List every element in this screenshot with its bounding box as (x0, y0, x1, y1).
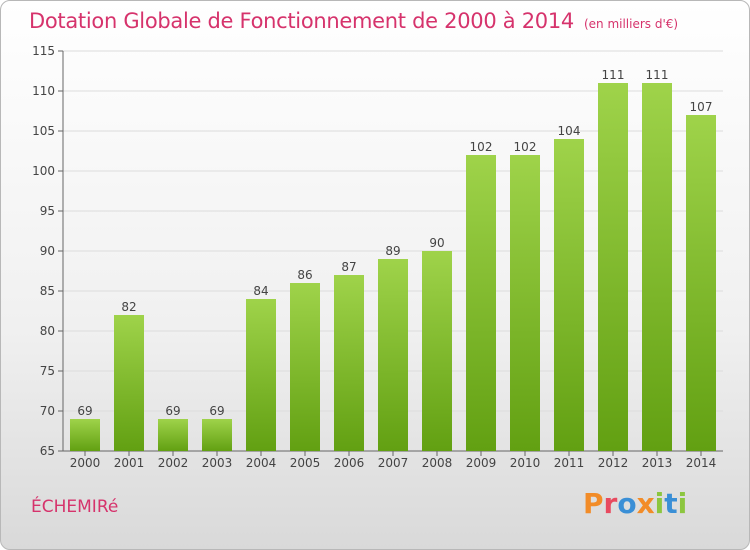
x-tick-label: 2004 (246, 456, 277, 470)
x-tick-label: 2003 (202, 456, 233, 470)
bar-2003 (202, 419, 232, 451)
proxiti-logo[interactable]: Proxiti (583, 487, 687, 520)
y-tick-label: 90 (40, 244, 55, 258)
bar-2007 (378, 259, 408, 451)
data-label: 102 (514, 140, 537, 154)
bar-2014 (686, 115, 716, 451)
x-tick-label: 2008 (422, 456, 453, 470)
data-label: 69 (209, 404, 224, 418)
bars (70, 83, 716, 451)
labels: 65 70 75 80 85 90 95 100 105 110 115 2000 69 2001 82 20… (32, 44, 716, 470)
x-tick-label: 2011 (554, 456, 585, 470)
x-tick-label: 2002 (158, 456, 189, 470)
bar-2005 (290, 283, 320, 451)
x-tick-label: 2000 (70, 456, 101, 470)
y-tick-label: 65 (40, 444, 55, 458)
logo-letter: i (677, 487, 688, 520)
logo-letter: x (636, 487, 655, 520)
commune-name: ÉCHEMIRé (31, 497, 119, 517)
x-tick-label: 2007 (378, 456, 409, 470)
data-label: 107 (690, 100, 713, 114)
y-tick-label: 100 (32, 164, 55, 178)
logo-letter: r (603, 487, 618, 520)
data-label: 90 (429, 236, 444, 250)
logo-letter: i (654, 487, 665, 520)
y-tick-label: 75 (40, 364, 55, 378)
bar-2000 (70, 419, 100, 451)
x-tick-label: 2001 (114, 456, 145, 470)
y-tick-label: 115 (32, 44, 55, 58)
x-tick-label: 2013 (642, 456, 673, 470)
y-tick-label: 110 (32, 84, 55, 98)
bar-2008 (422, 251, 452, 451)
bar-2010 (510, 155, 540, 451)
data-label: 86 (297, 268, 312, 282)
logo-letter: t (664, 487, 678, 520)
y-tick-label: 95 (40, 204, 55, 218)
bar-2006 (334, 275, 364, 451)
chart-title: Dotation Globale de Fonctionnement de 20… (29, 9, 678, 33)
data-label: 69 (165, 404, 180, 418)
bar-2004 (246, 299, 276, 451)
y-tick-label: 105 (32, 124, 55, 138)
y-tick-label: 85 (40, 284, 55, 298)
y-tick-label: 70 (40, 404, 55, 418)
y-tick-label: 80 (40, 324, 55, 338)
data-label: 84 (253, 284, 268, 298)
data-label: 82 (121, 300, 136, 314)
data-label: 69 (77, 404, 92, 418)
bar-2001 (114, 315, 144, 451)
data-label: 111 (646, 68, 669, 82)
x-tick-label: 2010 (510, 456, 541, 470)
x-tick-label: 2012 (598, 456, 629, 470)
data-label: 104 (558, 124, 581, 138)
bar-2002 (158, 419, 188, 451)
bar-2011 (554, 139, 584, 451)
logo-letter: o (617, 487, 637, 520)
x-tick-label: 2005 (290, 456, 321, 470)
chart-unit-label: (en milliers d'€) (583, 17, 679, 31)
x-tick-label: 2014 (686, 456, 717, 470)
data-label: 102 (470, 140, 493, 154)
data-label: 89 (385, 244, 400, 258)
bar-2012 (598, 83, 628, 451)
data-label: 111 (602, 68, 625, 82)
data-label: 87 (341, 260, 356, 274)
logo-letter: P (583, 487, 604, 520)
bar-2013 (642, 83, 672, 451)
x-tick-label: 2006 (334, 456, 365, 470)
x-tick-label: 2009 (466, 456, 497, 470)
chart-title-text: Dotation Globale de Fonctionnement de 20… (29, 9, 574, 33)
bar-2009 (466, 155, 496, 451)
